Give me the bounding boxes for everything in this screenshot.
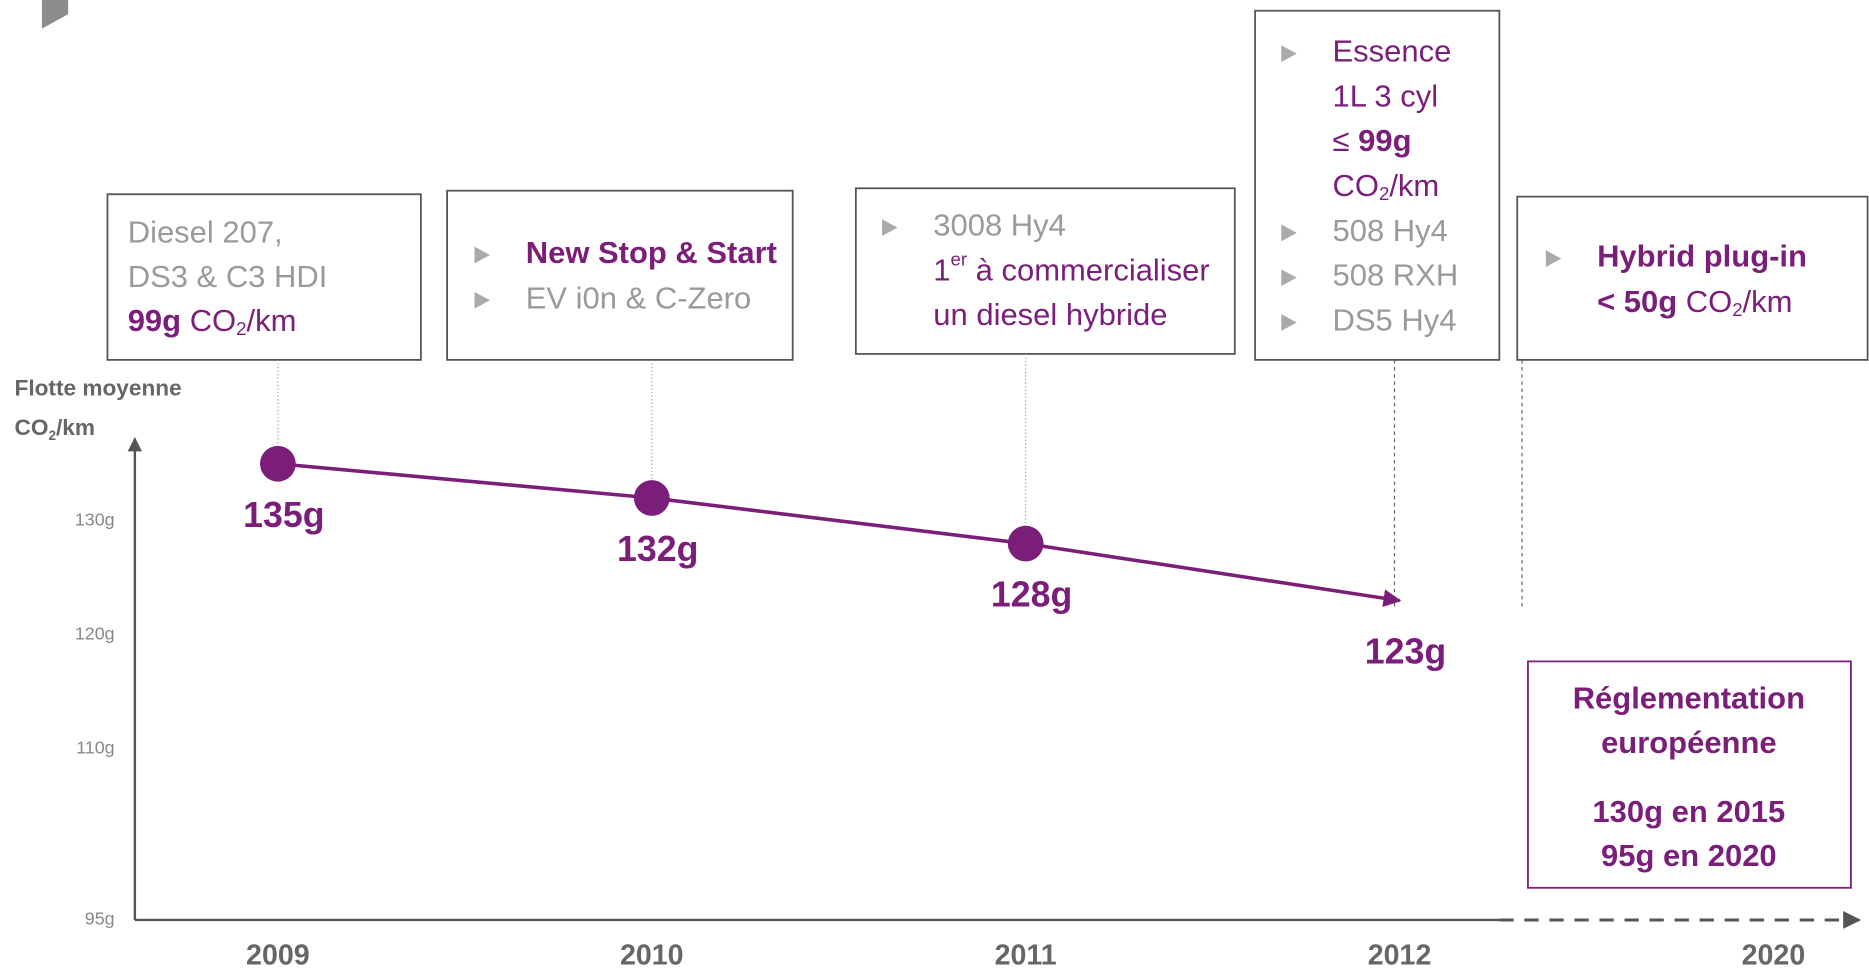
text-run: 2 [1379,183,1389,204]
text-run: DS3 & C3 HDI [128,259,328,294]
bullet [1281,269,1297,287]
text-run: ≤ [1333,123,1359,158]
text-run: Hybrid plug-in [1597,239,1807,274]
corner-tab [41,0,69,29]
bullet [474,291,490,309]
data-point [259,445,296,482]
text-run: < 50g [1597,284,1677,319]
annotation-line: Réglementation [1573,681,1805,716]
y-tick-label: 95g [85,909,115,929]
data-point [1007,525,1044,562]
x-tick-label: 2009 [246,939,310,971]
annotation-line: New Stop & Start [526,235,777,270]
annotation-line: 508 RXH [1333,258,1459,293]
text-run: 3008 Hy4 [933,208,1066,243]
value-label: 135g [243,495,325,535]
text-run: 2 [236,318,246,339]
x-tick-label: 2011 [995,939,1057,971]
annotation-line: un diesel hybride [933,297,1167,332]
annotation-line: 130g en 2015 [1592,794,1785,829]
text-run: Réglementation [1573,681,1805,716]
text-run: 99g [1358,123,1411,158]
value-label: 123g [1365,632,1447,672]
annotation-line: Diesel 207, [128,215,283,250]
text-run: New Stop & Start [526,235,777,270]
annotation-line: 99g CO2/km [128,303,297,339]
bullet [474,246,490,264]
annotation-line: 508 Hy4 [1333,213,1448,248]
x-tick-label: 2020 [1742,939,1806,971]
annotation-line: 1er à commercialiser [933,248,1209,287]
y-axis-title: Flotte moyenne [15,376,182,401]
text-run: 1 [933,252,950,287]
text-run: 99g [128,303,181,338]
annotation-line: européenne [1601,725,1777,760]
text-run: 2 [48,428,56,443]
bullet [1281,224,1297,242]
text-run: er [951,248,968,269]
text-run: /km [1389,168,1439,203]
x-tick-label: 2010 [620,939,684,971]
annotation-line: DS3 & C3 HDI [128,259,328,294]
bullet [1281,314,1297,331]
y-axis-title: CO2/km [15,415,96,443]
annotation-line: Essence [1333,34,1452,69]
text-run: CO [1333,168,1379,203]
text-run: DS5 Hy4 [1333,303,1457,338]
text-run: /km [1743,284,1793,319]
text-run: Essence [1333,34,1452,69]
y-tick-label: 110g [76,738,114,758]
text-run: /km [56,415,95,440]
bullet [1545,250,1562,267]
annotation-line: Hybrid plug-in [1597,239,1807,274]
text-run: 2 [1732,299,1742,320]
annotation-line: EV i0n & C-Zero [526,280,751,315]
text-run: un diesel hybride [933,297,1167,332]
text-run: européenne [1601,725,1777,760]
annotation-box [1516,195,1869,361]
annotation-line: 3008 Hy4 [933,208,1066,243]
data-point [633,480,670,516]
text-run: /km [247,303,297,338]
text-run: CO [181,303,236,338]
text-run: 508 RXH [1333,258,1459,293]
text-run: 130g en 2015 [1592,794,1785,829]
text-run: EV i0n & C-Zero [526,280,751,315]
annotation-line: < 50g CO2/km [1597,284,1792,320]
text-run: 1L 3 cyl [1333,79,1439,114]
text-run: à commercialiser [967,252,1210,287]
y-tick-label: 130g [75,509,115,529]
text-run: CO [1677,284,1732,319]
annotation-box [854,187,1236,355]
series-line [277,461,1402,608]
annotation-line: 1L 3 cyl [1333,79,1439,114]
bullet [1281,45,1297,62]
annotation-box [1527,660,1852,889]
annotation-line: CO2/km [1333,168,1440,204]
text-run: 508 Hy4 [1333,213,1448,248]
text-run: 95g en 2020 [1601,838,1777,873]
annotation-line: 95g en 2020 [1601,838,1777,873]
value-label: 132g [617,529,698,569]
annotation-box [106,193,422,361]
y-tick-label: 120g [75,624,115,644]
value-label: 128g [991,575,1073,615]
x-tick-label: 2012 [1368,939,1432,971]
annotation-line: ≤ 99g [1333,123,1412,158]
bullet [882,219,898,236]
text-run: Diesel 207, [128,215,283,250]
annotation-box [1254,9,1501,361]
annotation-line: DS5 Hy4 [1333,303,1457,338]
annotation-box [446,189,794,361]
text-run: CO [15,415,49,440]
